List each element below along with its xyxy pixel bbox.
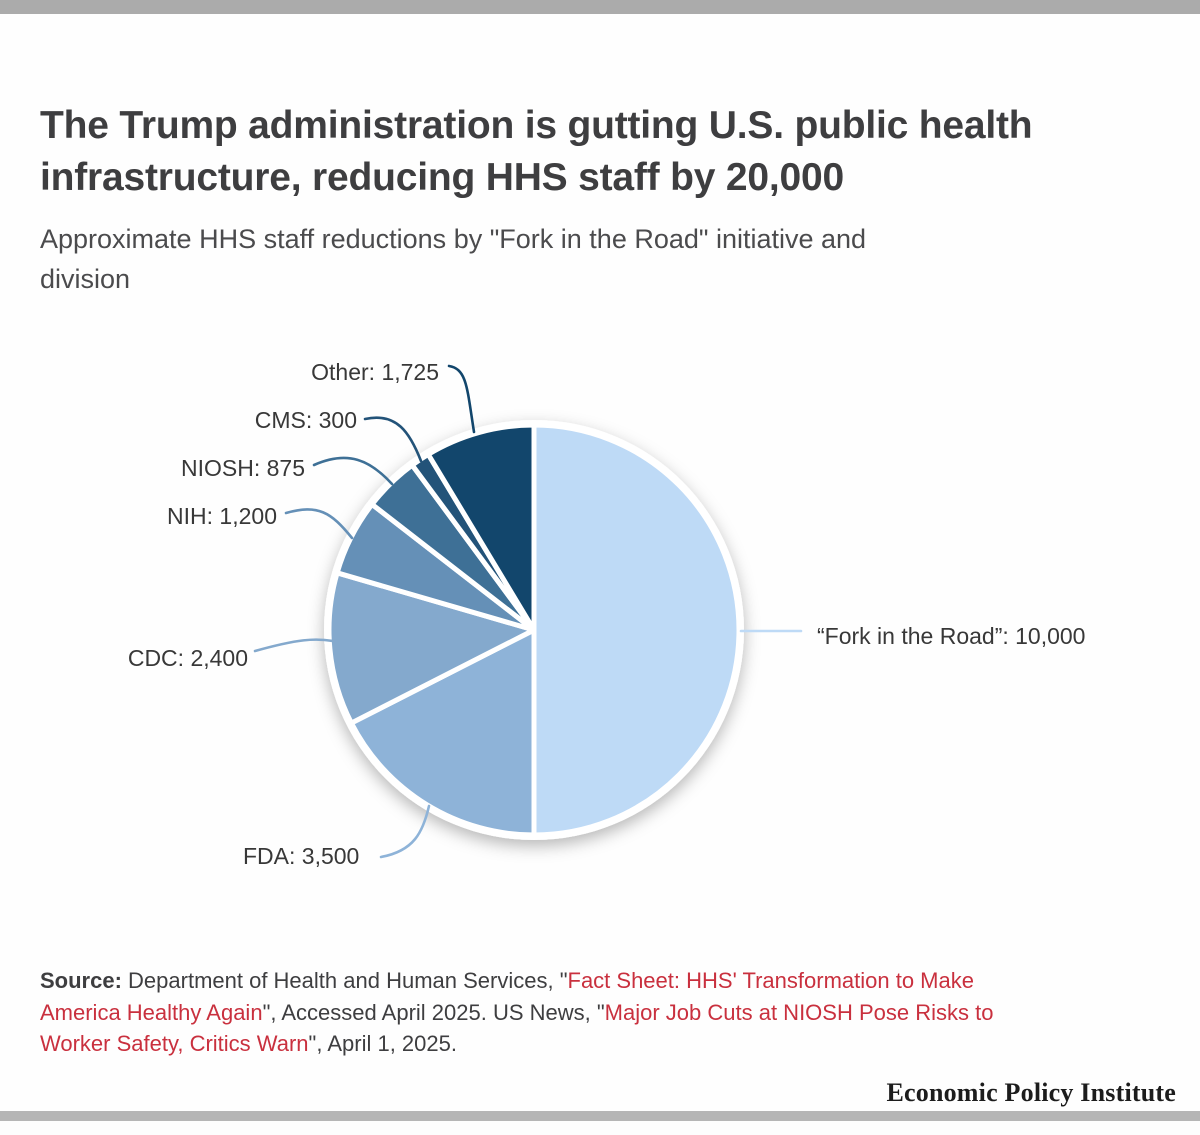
source-line-3: Worker Safety, Critics Warn", April 1, 2…	[40, 1028, 1150, 1060]
leader-line-other	[447, 364, 476, 434]
source-note: Source: Department of Health and Human S…	[40, 965, 1150, 1060]
source-text: Department of Health and Human Services,…	[121, 968, 568, 993]
pie-slice-cdc	[326, 570, 537, 726]
slice-label-fork-in-the-road: “Fork in the Road”: 10,000	[817, 623, 1086, 649]
slice-label-fda: FDA: 3,500	[243, 843, 360, 869]
slice-label-niosh: NIOSH: 875	[181, 455, 305, 481]
page-title: The Trump administration is gutting U.S.…	[40, 104, 1033, 200]
page-subtitle: Approximate HHS staff reductions by "For…	[40, 224, 867, 294]
slice-label-other: Other: 1,725	[311, 359, 439, 385]
slice-label-cms: CMS: 300	[254, 407, 357, 433]
source-text: ", April 1, 2025.	[308, 1031, 457, 1056]
leader-line-cdc	[253, 638, 335, 653]
source-link[interactable]: America Healthy Again	[40, 999, 263, 1025]
leader-line-niosh	[312, 456, 394, 486]
pie-slice-fork	[531, 422, 742, 838]
leader-line-cms	[363, 416, 423, 463]
source-text: ", Accessed April 2025. US News, "	[262, 999, 605, 1025]
pie-chart-canvas	[253, 364, 803, 859]
leader-line-nih	[284, 508, 354, 540]
leader-line-fda	[379, 804, 431, 859]
pie-chart: “Fork in the Road”: 10,000 FDA: 3,500 CD…	[0, 14, 1200, 1135]
source-link[interactable]: Worker Safety, Critics Warn	[40, 1031, 309, 1056]
pie-slice-fda	[348, 627, 537, 838]
chart-card: The Trump administration is gutting U.S.…	[0, 14, 1200, 1111]
source-link[interactable]: Fact Sheet: HHS' Transformation to Make	[567, 968, 974, 993]
source-line-2: America Healthy Again", Accessed April 2…	[40, 997, 1150, 1029]
source-line-1: Source: Department of Health and Human S…	[40, 965, 1150, 997]
bottom-border-bar	[0, 1111, 1200, 1121]
source-label: Source:	[40, 968, 122, 993]
epi-logo: Economic Policy Institute	[886, 1078, 1176, 1107]
slice-label-nih: NIH: 1,200	[167, 503, 277, 529]
source-link[interactable]: Major Job Cuts at NIOSH Pose Risks to	[604, 999, 994, 1025]
top-border-bar	[0, 0, 1200, 14]
pie-slice-other	[425, 422, 537, 633]
slice-label-cdc: CDC: 2,400	[127, 645, 248, 671]
